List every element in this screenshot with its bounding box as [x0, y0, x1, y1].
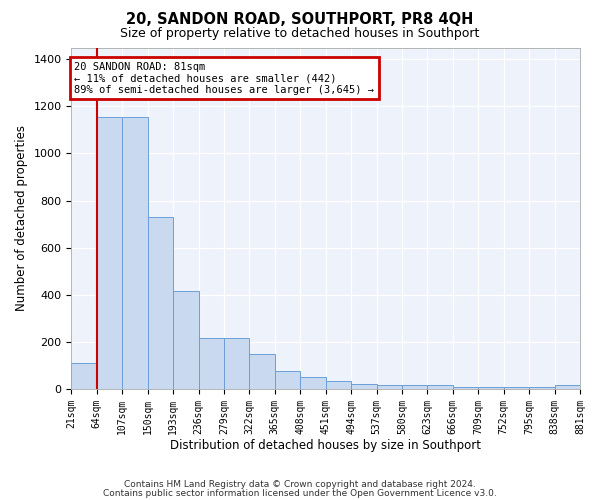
- Bar: [173, 291, 199, 389]
- Bar: [326, 382, 351, 389]
- Bar: [224, 338, 250, 389]
- Bar: [478, 386, 504, 389]
- Bar: [504, 386, 529, 389]
- Bar: [275, 372, 300, 389]
- Bar: [377, 386, 402, 389]
- Bar: [199, 338, 224, 389]
- Bar: [453, 386, 478, 389]
- Text: 20 SANDON ROAD: 81sqm
← 11% of detached houses are smaller (442)
89% of semi-det: 20 SANDON ROAD: 81sqm ← 11% of detached …: [74, 62, 374, 95]
- Bar: [71, 363, 97, 389]
- Bar: [351, 384, 377, 389]
- Bar: [250, 354, 275, 389]
- X-axis label: Distribution of detached houses by size in Southport: Distribution of detached houses by size …: [170, 440, 481, 452]
- Text: 20, SANDON ROAD, SOUTHPORT, PR8 4QH: 20, SANDON ROAD, SOUTHPORT, PR8 4QH: [127, 12, 473, 28]
- Bar: [529, 386, 554, 389]
- Bar: [402, 386, 427, 389]
- Text: Size of property relative to detached houses in Southport: Size of property relative to detached ho…: [121, 28, 479, 40]
- Bar: [554, 386, 580, 389]
- Bar: [97, 117, 122, 389]
- Bar: [300, 377, 326, 389]
- Bar: [427, 386, 453, 389]
- Text: Contains public sector information licensed under the Open Government Licence v3: Contains public sector information licen…: [103, 488, 497, 498]
- Text: Contains HM Land Registry data © Crown copyright and database right 2024.: Contains HM Land Registry data © Crown c…: [124, 480, 476, 489]
- Bar: [122, 117, 148, 389]
- Bar: [148, 217, 173, 389]
- Y-axis label: Number of detached properties: Number of detached properties: [15, 125, 28, 311]
